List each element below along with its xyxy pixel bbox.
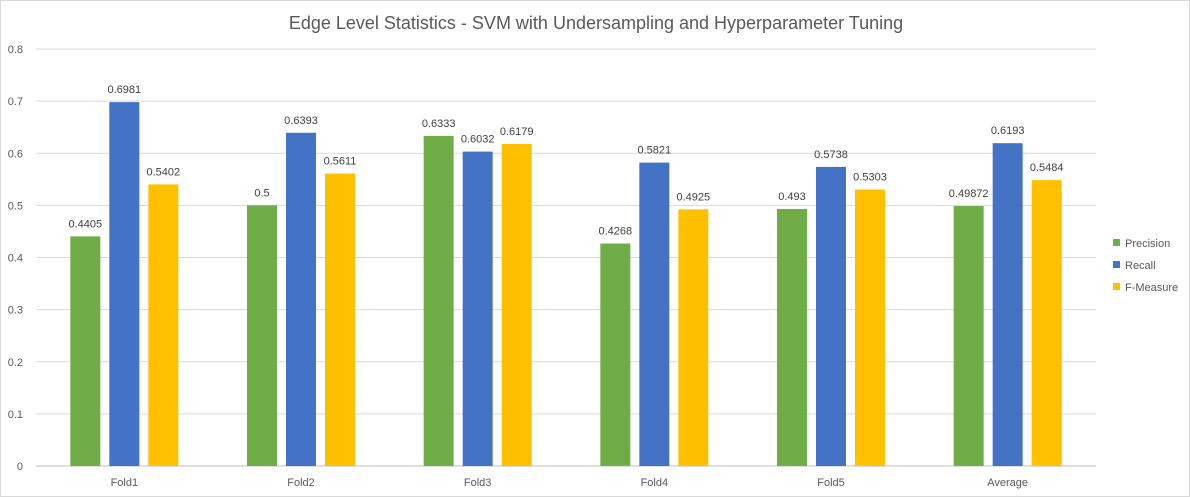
bar-f-measure-fold4: [678, 209, 709, 467]
gridlines: [36, 48, 1096, 467]
bar-recall-fold4: [639, 162, 670, 466]
bar-recall-fold2: [286, 132, 316, 466]
bar-precision-fold3: [423, 135, 454, 466]
data-label: 0.5611: [324, 156, 357, 168]
data-label: 0.5821: [638, 145, 672, 157]
y-tick-label: 0.7: [8, 96, 23, 108]
x-tick-label: Fold3: [464, 477, 492, 489]
y-tick-label: 0.2: [8, 357, 23, 369]
x-tick-label: Fold5: [817, 477, 845, 489]
data-label: 0.493: [778, 191, 806, 203]
bar-f-measure-fold3: [501, 143, 532, 467]
y-tick-label: 0.5: [8, 200, 23, 212]
legend-label: Recall: [1125, 260, 1156, 272]
bar-recall-fold3: [462, 151, 493, 466]
bar-precision-average: [953, 206, 984, 466]
data-label: 0.4925: [677, 191, 711, 203]
x-tick-label: Fold1: [111, 477, 139, 489]
legend-swatch: [1113, 283, 1120, 290]
data-label: 0.6393: [284, 115, 318, 127]
data-label: 0.6032: [461, 134, 495, 146]
chart-title: Edge Level Statistics - SVM with Undersa…: [289, 13, 903, 33]
bar-recall-average: [992, 143, 1023, 466]
data-label: 0.6333: [422, 118, 456, 130]
bar-recall-fold1: [109, 102, 140, 467]
data-label: 0.6193: [991, 125, 1025, 137]
y-tick-label: 0.4: [8, 253, 23, 265]
bars: 0.4405 0.6981 0.5402 0.5 0.6393 0.5611 0.6333 0…: [69, 84, 1064, 467]
bar-f-measure-fold2: [325, 173, 355, 467]
y-tick-label: 0: [17, 461, 23, 473]
legend-swatch: [1113, 261, 1120, 268]
legend: Precision Recall F-Measure: [1113, 238, 1178, 294]
y-axis-ticks: 0 0.1 0.2 0.3 0.4 0.5 0.6 0.7 0.8: [8, 44, 23, 473]
data-label: 0.5: [254, 187, 269, 199]
data-label: 0.5303: [853, 172, 887, 184]
data-label: 0.5484: [1030, 162, 1064, 174]
y-tick-label: 0.6: [8, 148, 23, 160]
data-label: 0.4268: [599, 226, 633, 238]
data-label: 0.49872: [949, 188, 989, 200]
legend-label: F-Measure: [1125, 282, 1178, 294]
bar-precision-fold2: [247, 205, 277, 466]
bar-f-measure-average: [1031, 180, 1062, 467]
legend-label: Precision: [1125, 238, 1170, 250]
y-tick-label: 0.3: [8, 305, 23, 317]
bar-f-measure-fold5: [855, 189, 885, 467]
x-axis-ticks: Fold1 Fold2 Fold3 Fold4 Fold5 Average: [111, 477, 1028, 489]
data-label: 0.6981: [108, 84, 142, 96]
y-tick-label: 0.8: [8, 44, 23, 56]
bar-recall-fold5: [816, 166, 846, 467]
bar-precision-fold1: [70, 236, 101, 466]
x-tick-label: Fold4: [641, 477, 669, 489]
data-label: 0.6179: [500, 126, 534, 138]
bar-precision-fold4: [600, 243, 631, 466]
x-tick-label: Fold2: [287, 477, 315, 489]
data-label: 0.5738: [814, 149, 848, 161]
bar-f-measure-fold1: [148, 184, 179, 466]
data-label: 0.5402: [147, 166, 181, 178]
y-tick-label: 0.1: [8, 409, 23, 421]
bar-precision-fold5: [777, 209, 807, 466]
x-tick-label: Average: [987, 477, 1028, 489]
legend-swatch: [1113, 239, 1120, 246]
data-label: 0.4405: [69, 218, 103, 230]
